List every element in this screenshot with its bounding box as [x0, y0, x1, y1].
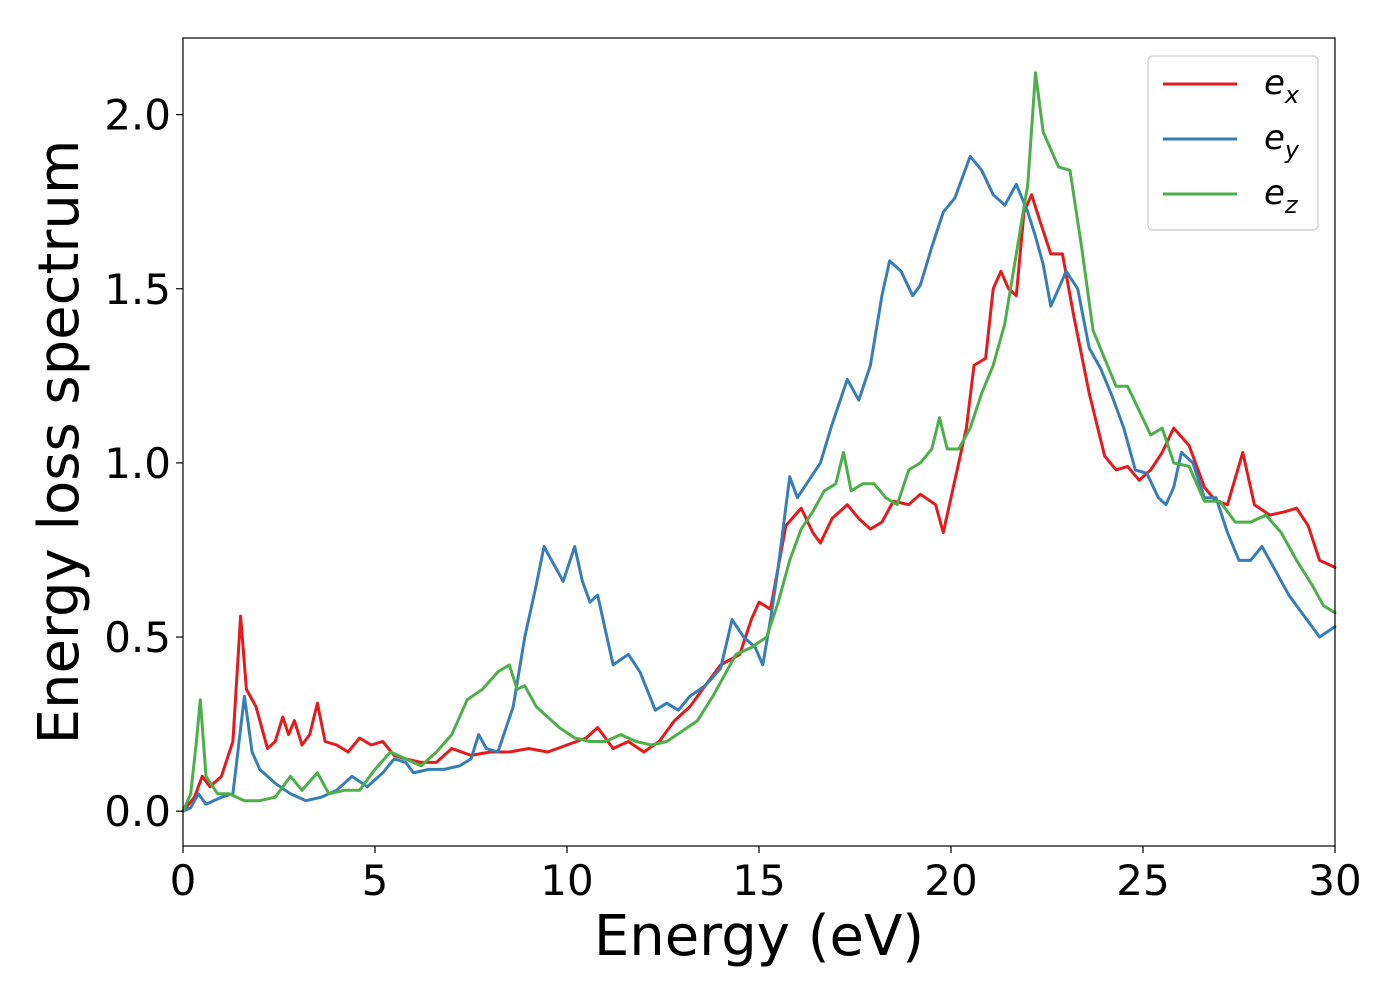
x-tick-label: 20	[924, 856, 977, 905]
x-tick-label: 0	[170, 856, 197, 905]
y-axis-ticks: 0.0 0.5 1.0 1.5 2.0	[104, 91, 183, 836]
x-axis-ticks: 0 5 10 15 20 25 30	[170, 846, 1362, 905]
y-axis-title: Energy loss spectrum	[27, 140, 92, 745]
legend-box	[1147, 55, 1319, 231]
legend-items: ex ey ez	[1163, 63, 1300, 219]
series-line-z	[181, 71, 1337, 813]
legend: ex ey ez	[1147, 55, 1319, 231]
legend-label-x: ex	[1264, 63, 1300, 109]
x-tick-label: 5	[362, 856, 389, 905]
plot-lines	[181, 71, 1337, 813]
x-tick-label: 30	[1308, 856, 1361, 905]
y-tick-label: 1.0	[104, 439, 171, 488]
y-tick-label: 0.0	[104, 787, 171, 836]
y-tick-label: 0.5	[104, 613, 171, 662]
x-axis-title: Energy (eV)	[594, 904, 924, 969]
x-tick-label: 10	[540, 856, 593, 905]
legend-label-y: ey	[1264, 118, 1300, 164]
series-line-y	[181, 154, 1337, 813]
y-tick-label: 1.5	[104, 265, 171, 314]
x-tick-label: 25	[1116, 856, 1169, 905]
x-tick-label: 15	[732, 856, 785, 905]
legend-label-z: ez	[1264, 173, 1299, 219]
y-tick-label: 2.0	[104, 91, 171, 140]
